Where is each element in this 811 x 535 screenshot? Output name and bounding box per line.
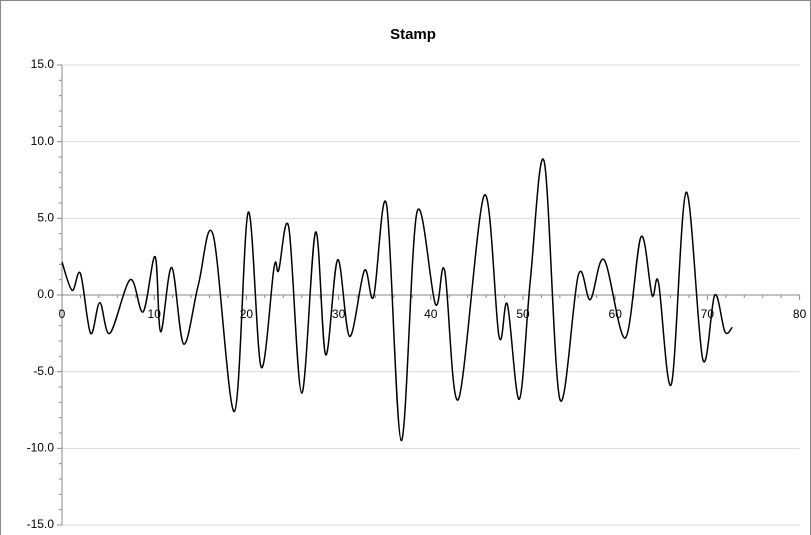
x-tick-label: 80 [793,307,807,321]
y-tick-label: 15.0 [31,57,55,71]
y-tick-label: -10.0 [27,441,55,455]
y-tick-label: 5.0 [37,211,54,225]
data-line [61,158,733,442]
y-tick-label: 10.0 [31,134,55,148]
y-tick-label: -5.0 [33,364,54,378]
y-tick-label: 0.0 [37,287,54,301]
x-tick-label: 40 [424,307,438,321]
x-tick-label: 10 [148,307,162,321]
x-tick-label: 20 [240,307,254,321]
x-tick-label: 0 [59,307,66,321]
y-tick-label: -15.0 [27,517,55,531]
x-tick-label: 60 [609,307,623,321]
chart-title: Stamp [390,26,436,43]
x-tick-label: 30 [332,307,346,321]
